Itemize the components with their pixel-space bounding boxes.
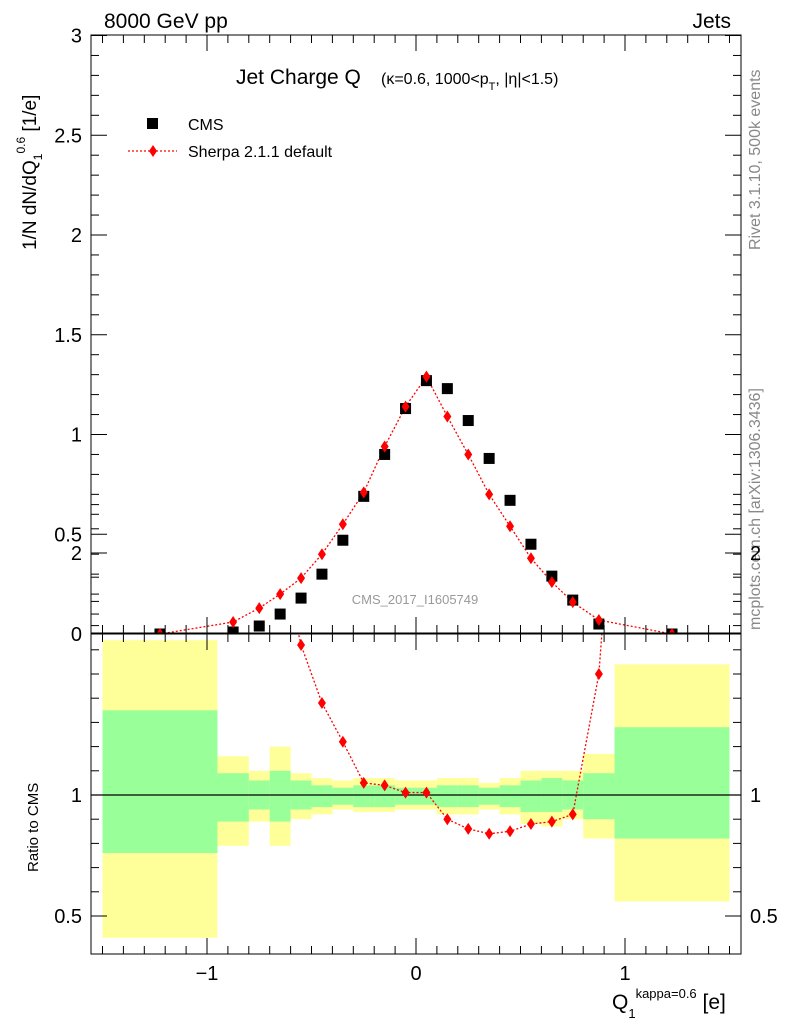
ratio-sherpa-point <box>568 808 577 821</box>
ratio-ytick-label-left: 1 <box>71 785 82 807</box>
ratio-band-green <box>102 710 218 854</box>
sherpa-point <box>464 448 473 461</box>
sherpa-point <box>526 552 535 565</box>
ratio-sherpa-point <box>297 638 306 651</box>
ratio-band-green <box>332 787 354 805</box>
main-ytick-label: 1.5 <box>54 325 82 347</box>
main-ylabel: 1/N dN/dQ10.6 [1/e] <box>14 95 45 250</box>
ratio-sherpa-line <box>297 634 603 835</box>
ratio-ytick-label-left: 0.5 <box>54 906 82 928</box>
cms-point <box>253 620 265 632</box>
ratio-band-green <box>217 773 249 822</box>
ratio-xtick-label: 0 <box>410 963 421 985</box>
ratio-ytick-label-right: 0.5 <box>750 906 778 928</box>
ratio-band-green <box>436 785 458 808</box>
main-ytick-label: 0.5 <box>54 524 82 546</box>
plot-title: Jet Charge Q (κ=0.6, 1000<pT, |η|<1.5) <box>236 66 558 93</box>
ratio-ytick-label-left: 2 <box>71 543 82 565</box>
ratio-band-green <box>269 770 291 822</box>
cms-point <box>316 568 328 580</box>
legend-cms-label: CMS <box>188 117 224 134</box>
ratio-sherpa-point <box>338 735 347 748</box>
plot-title-main: Jet Charge Q <box>236 66 361 89</box>
cms-point <box>483 452 495 464</box>
legend-cms-marker <box>147 118 158 129</box>
mcplots-label: mcplots.cern.ch [arXiv:1306.3436] <box>747 388 764 630</box>
sherpa-point <box>594 614 603 627</box>
plot-title-detail: (κ=0.6, 1000<pT, |η|<1.5) <box>381 71 558 93</box>
ratio-band-green <box>583 773 615 820</box>
legend-sherpa-marker <box>149 145 157 157</box>
ratio-panel: 0.5 0.5 1 1 2 2 −1 0 1 Ratio to CMS Q1kappa=0.6 … <box>25 504 778 1021</box>
legend-sherpa-label: Sherpa 2.1.1 default <box>188 144 333 161</box>
main-ytick-label: 0 <box>71 624 82 646</box>
ratio-sherpa-point <box>464 822 473 835</box>
sherpa-point <box>229 616 238 629</box>
sherpa-point <box>401 400 410 413</box>
ratio-ytick-label-right: 1 <box>750 785 761 807</box>
sherpa-point <box>422 370 431 383</box>
sherpa-point <box>317 548 326 561</box>
ratio-band-green <box>457 785 479 808</box>
main-ytick-label: 3 <box>71 26 82 48</box>
legend: CMS Sherpa 2.1.1 default <box>128 117 333 161</box>
cms-point <box>295 592 307 604</box>
main-ytick-label: 2 <box>71 225 82 247</box>
cms-point <box>462 415 474 427</box>
sherpa-point <box>359 486 368 499</box>
ratio-band-green <box>478 787 500 805</box>
ratio-band-green <box>614 727 730 839</box>
sherpa-point <box>485 488 494 501</box>
ratio-band-green <box>353 785 375 808</box>
main-ytick-label: 2.5 <box>54 125 82 147</box>
ratio-sherpa-point <box>359 776 368 789</box>
sherpa-point <box>156 628 164 633</box>
ratio-band-green <box>374 785 396 808</box>
ratio-sherpa-point <box>526 818 535 831</box>
ratio-sherpa-point <box>485 827 494 840</box>
ratio-sherpa-point <box>443 813 452 826</box>
cms-point <box>525 538 537 550</box>
ratio-band-green <box>311 785 333 808</box>
ratio-band-green <box>499 785 521 808</box>
main-ytick-label: 1 <box>71 425 82 447</box>
cms-point <box>227 626 239 633</box>
header-left: 8000 GeV pp <box>104 10 228 33</box>
cms-point <box>504 494 516 506</box>
analysis-label: CMS_2017_I1605749 <box>352 592 479 607</box>
ratio-sherpa-point <box>506 825 515 838</box>
sherpa-point <box>547 576 556 589</box>
ratio-band-green <box>520 780 542 812</box>
sherpa-point <box>338 518 347 531</box>
sherpa-point <box>443 410 452 423</box>
cms-point <box>274 608 286 620</box>
ratio-sherpa-point <box>594 668 603 680</box>
sherpa-point <box>276 588 285 601</box>
sherpa-point <box>255 602 264 615</box>
header-right: Jets <box>692 10 731 33</box>
sherpa-point <box>506 520 515 533</box>
ratio-sherpa-point <box>276 547 284 559</box>
ratio-ylabel: Ratio to CMS <box>25 783 42 872</box>
ratio-xtick-label: −1 <box>196 963 219 985</box>
cms-point <box>337 534 349 546</box>
ratio-sherpa-point <box>401 786 410 799</box>
rivet-label: Rivet 3.1.10, 500k events <box>747 69 764 250</box>
sherpa-point <box>380 440 389 453</box>
sherpa-point <box>668 628 676 633</box>
ratio-ytick-label-right: 2 <box>750 543 761 565</box>
ratio-sherpa-point <box>380 779 389 792</box>
ratio-xlabel: Q1kappa=0.6 [e] <box>612 986 726 1021</box>
ratio-sherpa-point <box>547 815 556 828</box>
cms-point <box>441 383 453 395</box>
ratio-sherpa-point <box>422 786 431 799</box>
cms-point <box>379 448 391 460</box>
sherpa-point <box>568 596 577 609</box>
sherpa-point <box>297 572 306 585</box>
main-panel: 0 0.5 1 1.5 2 2.5 3 Jet Charge Q (κ=0.6, 1000<… <box>14 26 742 646</box>
ratio-sherpa-point <box>317 697 326 710</box>
ratio-xtick-label: 1 <box>619 963 630 985</box>
